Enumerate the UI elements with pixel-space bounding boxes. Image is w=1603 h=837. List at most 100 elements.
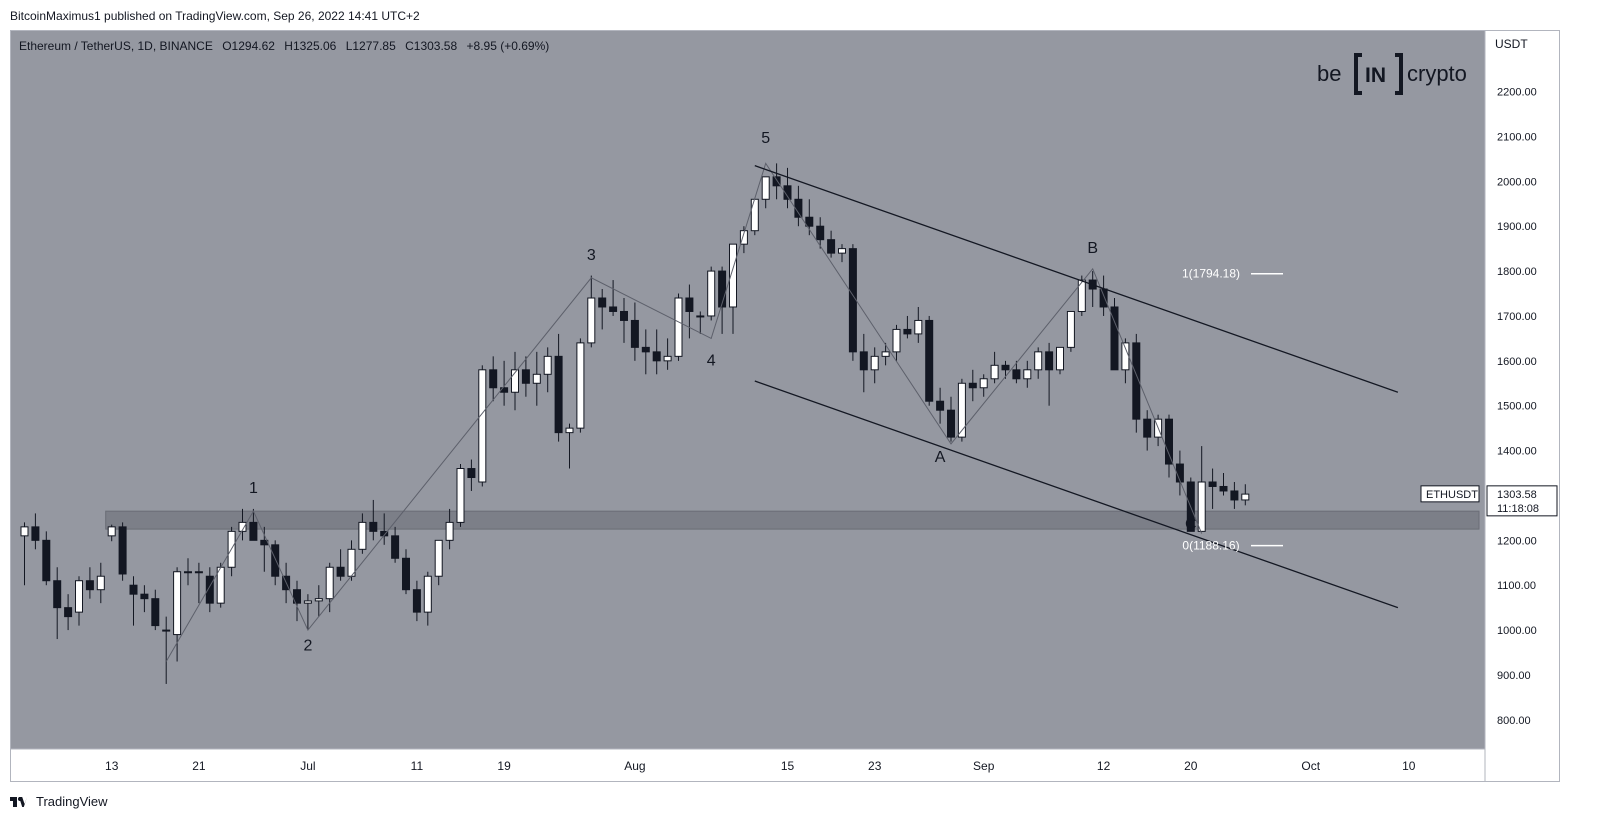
support-zone (105, 510, 1480, 530)
candle (532, 351, 541, 406)
candle-body-down (1165, 418, 1173, 465)
candle (205, 567, 214, 613)
price-axis-tick-label: 1400.00 (1497, 446, 1537, 458)
candle (729, 243, 737, 334)
fib-level-label: 0(1188.16) (1182, 539, 1239, 553)
candle-body-up (892, 328, 901, 353)
candles-group (20, 163, 1250, 684)
candle-body-down (783, 185, 792, 200)
price-axis-background (1485, 31, 1559, 781)
candle-body-up (478, 369, 487, 483)
candle-body-down (1143, 418, 1152, 438)
candle-body-up (532, 373, 541, 384)
time-axis-tick-label: 19 (497, 759, 511, 773)
candle (848, 244, 857, 361)
candle (838, 244, 846, 263)
price-axis-tick-label: 2100.00 (1497, 131, 1537, 143)
candle-body-down (140, 593, 149, 600)
candle (118, 522, 127, 581)
candle-body-down (249, 521, 258, 541)
wave-label-3: 3 (587, 247, 596, 264)
candle-body-up (1241, 493, 1250, 501)
legend-high-value: 1325.06 (293, 39, 337, 53)
candle (859, 333, 868, 393)
candle-body-down (118, 526, 127, 575)
candle-body-down (412, 589, 421, 613)
fib-level-label: 1(1794.18) (1182, 267, 1240, 281)
price-axis-tick-label: 1800.00 (1497, 266, 1537, 278)
candle-body-up (739, 230, 748, 245)
candle (75, 576, 83, 626)
candle-body-up (543, 355, 552, 375)
price-tag-countdown: 11:18:08 (1497, 503, 1539, 515)
footer-brand[interactable]: TradingView (36, 793, 108, 809)
candle (1230, 481, 1239, 509)
candle (511, 351, 519, 411)
candle (685, 284, 694, 339)
candle-body-up (511, 369, 519, 393)
brand-middle-text: IN (1365, 64, 1386, 87)
candle-body-up (1197, 481, 1206, 532)
candle (609, 280, 618, 316)
candle (1066, 310, 1075, 352)
candle (271, 540, 280, 586)
candle-body-down (402, 557, 410, 591)
candle-body-down (620, 310, 628, 321)
candle (129, 576, 138, 626)
candle (1219, 473, 1228, 496)
candle (325, 562, 334, 613)
candle-body-down (129, 584, 138, 595)
candle (434, 539, 443, 586)
candle (391, 526, 400, 563)
price-axis-ticks: 2200.00 2100.00 2000.00 1900.00 1800.00 1700.… (1497, 87, 1537, 727)
candle (423, 571, 432, 626)
candle-body-down (467, 468, 476, 479)
price-tag-price: 1303.58 (1497, 489, 1537, 501)
candle-body-up (914, 319, 923, 335)
candle (173, 567, 182, 662)
wave-label-a: A (935, 449, 946, 466)
candle-body-down (554, 355, 563, 434)
candle-body-up (1023, 369, 1032, 380)
wave-label-5: 5 (761, 130, 770, 147)
legend-line: Ethereum / TetherUS, 1D, BINANCE O1294.6… (19, 39, 549, 53)
candle-body-up (325, 566, 334, 600)
candle-body-up (1034, 351, 1043, 371)
candle (249, 508, 258, 541)
chart-pane-background (11, 31, 1485, 749)
candle (521, 356, 530, 397)
time-axis-tick-label: Aug (624, 759, 645, 773)
candle-body-down (630, 319, 639, 348)
axis-unit-label: USDT (1495, 37, 1528, 51)
candle (1110, 298, 1119, 371)
candle-body-down (859, 351, 868, 371)
candle-body-up (184, 571, 192, 574)
candle-body-up (314, 598, 323, 602)
candle-body-up (445, 521, 454, 541)
candle (968, 369, 977, 402)
candle-body-down (794, 198, 803, 218)
candle-body-up (1121, 342, 1130, 371)
candle (238, 508, 247, 541)
header-bar: BitcoinMaximus1 published on TradingView… (0, 0, 1603, 30)
price-axis-tick-label: 2200.00 (1497, 87, 1537, 99)
candle-body-up (194, 571, 203, 574)
candle (1034, 347, 1043, 379)
candle-body-down (903, 328, 912, 335)
wave-label-4: 4 (707, 352, 716, 369)
price-axis-tick-label: 1500.00 (1497, 401, 1537, 413)
candle (1197, 446, 1206, 532)
time-axis-tick-label: 21 (192, 759, 206, 773)
candle (663, 338, 672, 370)
candle-body-up (162, 629, 171, 632)
legend-open-label: O (222, 39, 231, 53)
candle (1056, 346, 1064, 375)
candle (1208, 468, 1217, 509)
time-axis-tick-label: Jul (300, 759, 315, 773)
candle-body-up (20, 526, 29, 537)
candle-body-up (696, 315, 705, 318)
candle (1241, 484, 1250, 506)
candle-body-down (53, 580, 62, 609)
